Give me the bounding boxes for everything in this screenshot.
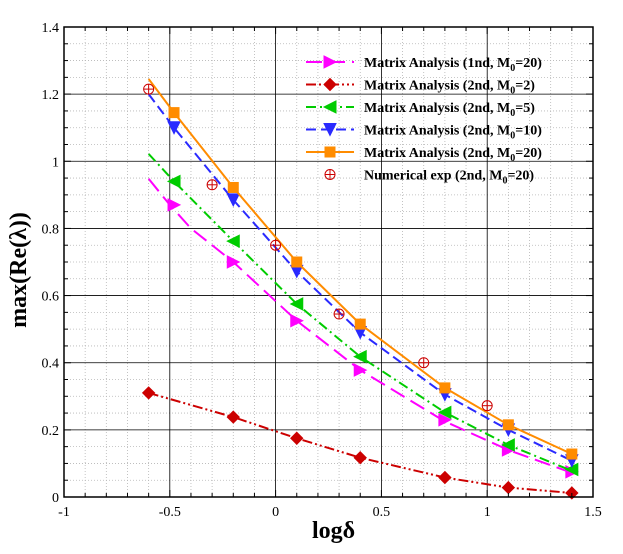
- data-point: [324, 169, 336, 180]
- legend-label: Matrix Analysis (1nd, M0=20): [364, 56, 542, 74]
- x-tick-label: 1.5: [584, 505, 602, 520]
- data-point: [270, 239, 282, 251]
- data-point: [353, 349, 367, 364]
- data-point: [438, 470, 452, 485]
- legend-entry: Matrix Analysis (2nd, M0=5): [306, 100, 535, 119]
- data-point: [353, 451, 367, 465]
- legend-entry: Matrix Analysis (2nd, M0=20): [306, 146, 542, 164]
- legend-label: Matrix Analysis (2nd, M0=5): [364, 101, 535, 119]
- y-tick-label: 0.4: [42, 357, 60, 372]
- legend-entry: Matrix Analysis (2nd, M0=2): [306, 77, 535, 97]
- data-point: [226, 234, 240, 248]
- y-tick-label: 0.6: [42, 290, 60, 305]
- legend-label: Matrix Analysis (2nd, M0=10): [364, 124, 542, 142]
- x-tick-label: -1: [58, 505, 70, 520]
- data-point: [322, 100, 337, 114]
- data-point: [166, 174, 181, 189]
- data-point: [418, 357, 430, 369]
- data-point: [167, 121, 181, 135]
- data-point: [290, 431, 304, 445]
- y-tick-labels: 0 0.2 0.4 0.6 0.8 1 1.2 1.4: [42, 21, 60, 506]
- series-3: [147, 153, 579, 477]
- legend-entry: Matrix Analysis (2nd, M0=10): [306, 123, 542, 142]
- y-axis-title: max(Re(λ)): [6, 212, 32, 328]
- y-tick-label: 1.2: [42, 88, 60, 103]
- data-point: [565, 486, 579, 500]
- data-point: [289, 297, 304, 311]
- data-point: [324, 146, 336, 158]
- data-point: [290, 313, 304, 328]
- series-layer: [141, 78, 579, 500]
- data-point: [226, 193, 241, 208]
- minor-grid: [64, 27, 593, 497]
- data-point: [226, 255, 241, 269]
- data-point: [141, 386, 156, 400]
- data-point: [501, 480, 516, 495]
- x-tick-label: 0: [272, 505, 279, 520]
- series-5: [147, 78, 578, 460]
- data-point: [168, 107, 180, 119]
- data-point: [502, 419, 514, 431]
- series-line: [147, 93, 573, 462]
- legend-label: Matrix Analysis (2nd, M0=20): [364, 146, 542, 164]
- legend-label: Matrix Analysis (2nd, M0=2): [364, 79, 535, 97]
- x-axis-title: logδ: [312, 518, 355, 544]
- y-tick-label: 1: [52, 155, 59, 170]
- data-point: [226, 410, 240, 424]
- axis-ticks: [63, 26, 594, 498]
- series-line: [147, 78, 573, 455]
- data-point: [481, 400, 493, 412]
- data-point: [439, 382, 451, 394]
- legend-label: Numerical exp (2nd, M0=20): [364, 169, 534, 187]
- y-tick-label: 0: [52, 491, 59, 506]
- legend: Matrix Analysis (1nd, M0=20) Matrix Analy…: [306, 55, 542, 187]
- legend-entry: Matrix Analysis (1nd, M0=20): [306, 55, 542, 74]
- x-tick-label: 1: [484, 505, 491, 520]
- y-tick-label: 0.2: [42, 424, 60, 439]
- x-tick-label: -0.5: [159, 505, 181, 520]
- data-point: [566, 448, 578, 460]
- x-tick-label: 0.5: [373, 505, 391, 520]
- data-point: [333, 308, 345, 320]
- data-point: [167, 198, 182, 212]
- series-line: [147, 153, 573, 472]
- data-point: [323, 77, 337, 92]
- data-point: [354, 318, 366, 330]
- data-point: [501, 438, 515, 452]
- legend-entry: Numerical exp (2nd, M0=20): [324, 169, 534, 187]
- x-tick-labels: -1 -0.5 0 0.5 1 1.5: [58, 505, 602, 520]
- y-tick-label: 1.4: [42, 21, 60, 36]
- data-point: [353, 363, 368, 377]
- major-grid: [64, 27, 593, 497]
- series-2: [141, 386, 579, 500]
- data-point: [438, 412, 452, 427]
- data-point: [227, 181, 239, 193]
- data-point: [437, 405, 452, 420]
- data-point: [206, 179, 218, 191]
- y-tick-label: 0.8: [42, 222, 60, 237]
- data-point: [291, 256, 303, 268]
- data-point: [143, 83, 155, 95]
- data-point: [323, 123, 337, 137]
- series-6: [143, 83, 493, 412]
- data-point: [323, 55, 338, 69]
